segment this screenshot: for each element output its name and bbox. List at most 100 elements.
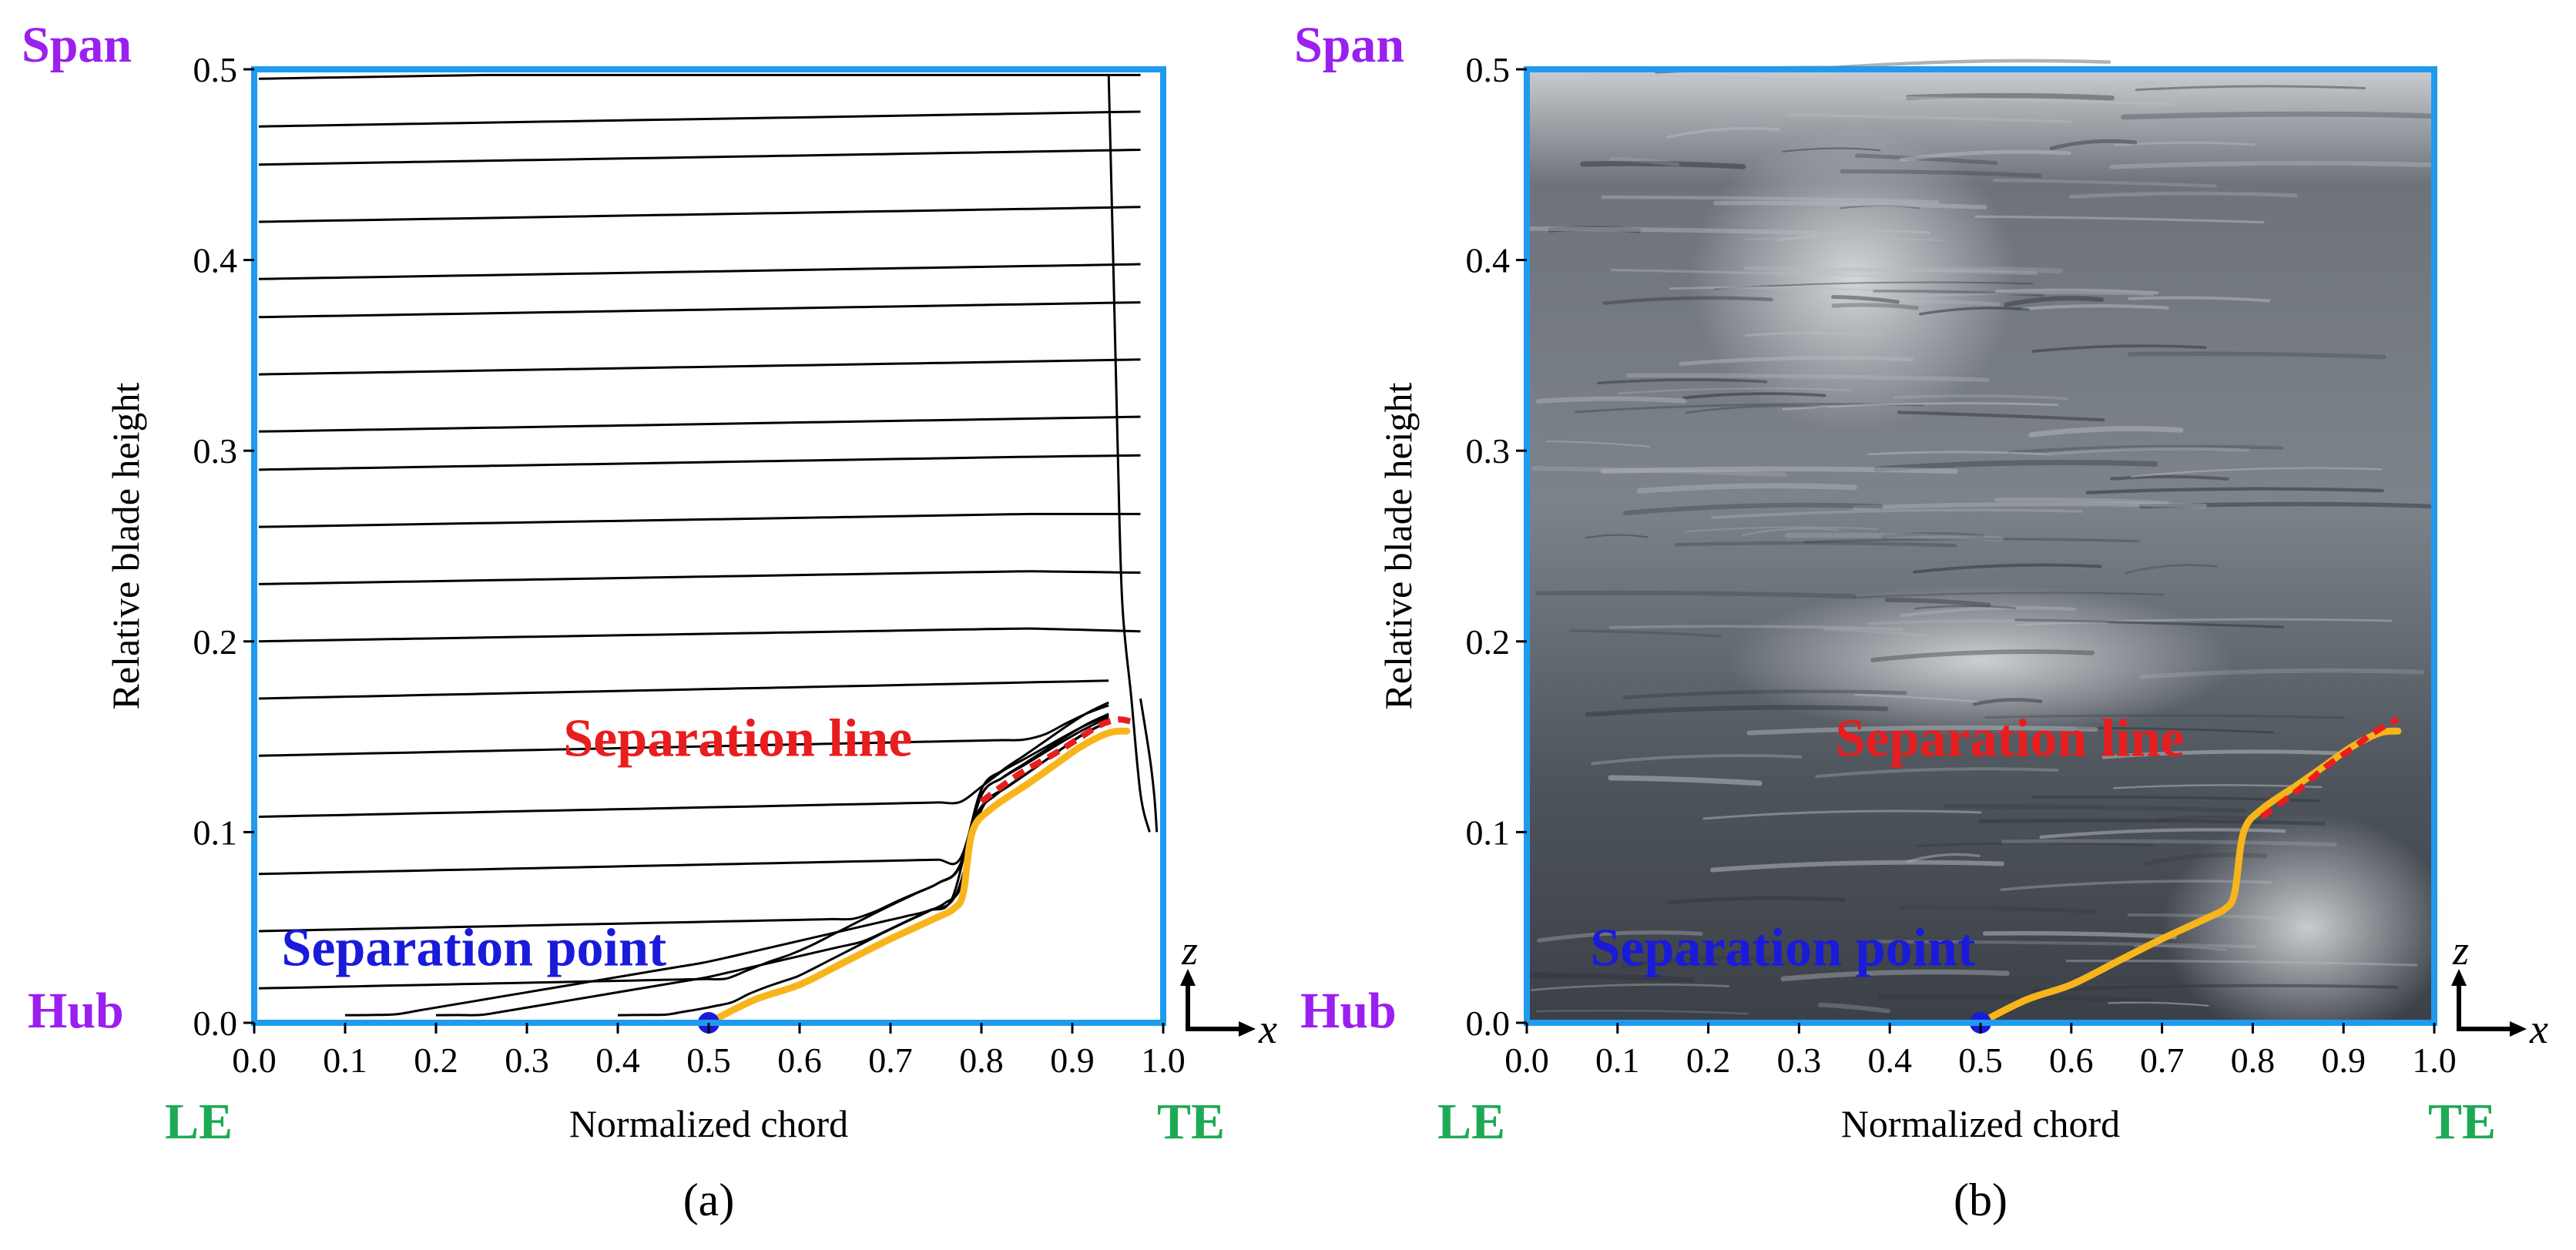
x-tick-label: 0.3 [505, 1041, 549, 1080]
separation-line-label: Separation line [563, 709, 912, 768]
oil-streak [1995, 288, 2159, 295]
oil-streak [1625, 373, 1990, 382]
oil-streak [1982, 930, 2177, 940]
oil-streak [1685, 526, 1879, 533]
oil-streak [1685, 404, 1827, 414]
panel-label-b: (b) [1954, 1175, 2007, 1225]
oil-streak [2101, 749, 2341, 759]
oil-streak [1742, 528, 1840, 536]
oil-streak [1609, 156, 1680, 167]
oil-streak [1854, 693, 1979, 703]
oil-streak [1774, 266, 2063, 277]
x-tick-label: 0.8 [2231, 1041, 2276, 1080]
oil-streak [2138, 668, 2424, 679]
oil-streak [1682, 392, 1826, 400]
oil-streak [1610, 268, 1910, 279]
x-tick-label: 1.0 [2412, 1041, 2457, 1080]
oil-streak [1818, 1002, 1891, 1014]
oil-streak [1537, 930, 1703, 943]
x-tick-label: 0.4 [1867, 1041, 1912, 1080]
oil-streak [1840, 204, 1920, 209]
streamline [258, 570, 1141, 585]
oil-streak [2087, 81, 2170, 92]
oil-streak [1780, 969, 2010, 982]
y-tick-label: 0.1 [193, 813, 238, 852]
y-tick-label: 0.5 [1466, 50, 1511, 89]
oil-streak [2048, 447, 2250, 456]
oil-streak [1622, 689, 1907, 700]
x-tick-label: 0.6 [2049, 1041, 2094, 1080]
oil-streak [1994, 497, 2169, 505]
oil-streak [1840, 169, 2042, 178]
y-tick-label: 0.1 [1466, 813, 1511, 852]
x-tick-label: 0.8 [959, 1041, 1004, 1080]
oil-streak [1919, 307, 2030, 316]
streamline [344, 720, 1109, 1017]
hub-label: Hub [28, 983, 124, 1039]
oil-streak [1877, 994, 2155, 1004]
oil-streak [1993, 179, 2217, 188]
streamline [258, 627, 1141, 643]
oil-streak [1870, 291, 2154, 300]
oil-streak [2138, 501, 2437, 509]
y-tick-label: 0.4 [1466, 241, 1511, 280]
streamline [258, 110, 1141, 128]
oil-streak [2135, 85, 2366, 92]
x-tick-label: 0.4 [595, 1041, 640, 1080]
y-axis-label: Relative blade height [104, 382, 147, 709]
streamline [258, 512, 1141, 528]
oil-streak [1744, 236, 1944, 242]
oil-streak [1666, 896, 1846, 904]
oil-streak [1669, 286, 1871, 292]
oil-streak [1984, 714, 2345, 719]
x-tick-label: 0.7 [2140, 1041, 2185, 1080]
separation-line-label: Separation line [1836, 709, 2185, 768]
x-tick-label: 0.7 [868, 1041, 913, 1080]
span-label: Span [1294, 17, 1404, 73]
oil-streak [1853, 591, 2165, 599]
streamline [258, 263, 1141, 280]
oil-streak [1854, 153, 1998, 166]
oil-streak [1546, 440, 1651, 447]
oil-streak [1586, 72, 1857, 83]
separation-curve [705, 727, 1131, 1027]
oil-streak [1531, 984, 1729, 991]
oil-streak [1974, 215, 2265, 224]
panel-label-a: (a) [683, 1175, 735, 1225]
oil-streak [1536, 396, 1686, 404]
oil-streak [2155, 815, 2257, 822]
oil-flow-bright-corner [2162, 813, 2453, 1042]
oil-streak [1913, 563, 2102, 574]
oil-streak [1870, 649, 2095, 662]
x-axis-label: Normalized chord [569, 1102, 848, 1145]
oil-streak [1905, 92, 2115, 101]
oil-streak [1702, 809, 1982, 820]
oil-streak [1900, 606, 2077, 618]
oil-streak [2109, 160, 2437, 169]
oil-streak [2007, 444, 2284, 454]
oil-streak [1778, 230, 1930, 242]
x-tick-label: 0.9 [2321, 1041, 2366, 1080]
oil-streak [2121, 111, 2437, 120]
oil-streak [2068, 191, 2298, 199]
oil-streak [1679, 356, 1914, 366]
x-tick-label: 0.2 [414, 1041, 458, 1080]
oil-streak [1620, 955, 1783, 969]
streamline [258, 206, 1141, 223]
streamline [617, 720, 1109, 1017]
axis-ticks: 0.0 0.1 0.2 0.3 0.4 0.5 0.6 0.7 0.8 0.9 1.0 0.0 0.1 0… [1466, 50, 2457, 1080]
streamlines [258, 73, 1159, 1017]
oil-streak [1636, 483, 1857, 494]
oil-streak [2001, 839, 2337, 846]
streamline [258, 358, 1141, 376]
oil-streak [2076, 726, 2275, 734]
oil-streak [1907, 853, 1981, 863]
oil-streak [1831, 295, 1900, 304]
oil-streak [1568, 629, 1722, 638]
x-tick-label: 0.0 [232, 1041, 277, 1080]
oil-streak [2004, 296, 2105, 307]
x-axis-label: Normalized chord [1841, 1102, 2120, 1145]
streamline [258, 149, 1141, 166]
oil-streak [1850, 298, 2001, 307]
